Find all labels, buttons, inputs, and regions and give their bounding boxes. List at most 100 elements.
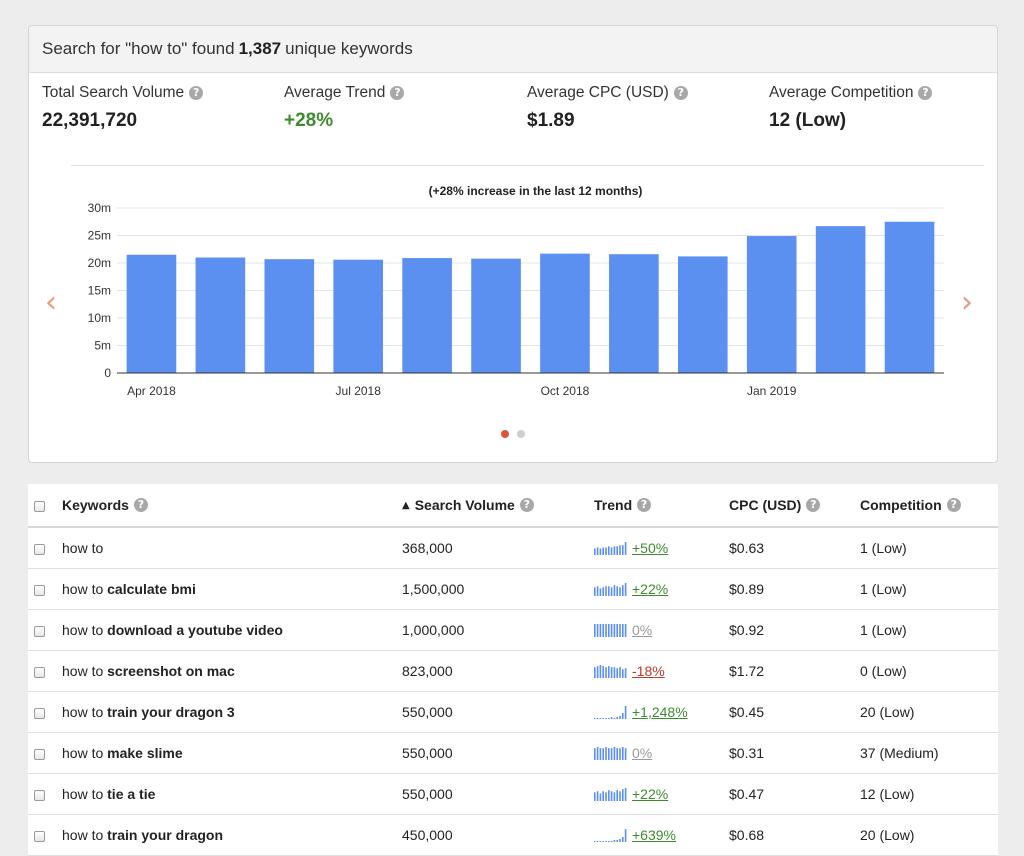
row-checkbox[interactable] — [34, 789, 45, 801]
question-circle-icon[interactable]: ? — [946, 498, 961, 512]
row-checkbox[interactable] — [34, 666, 45, 678]
keyword-cell[interactable]: how to train your dragon — [61, 814, 401, 856]
trend-value-link[interactable]: +639% — [632, 827, 676, 843]
summary-header: Search for "how to" found 1,387 unique k… — [29, 26, 997, 73]
row-checkbox[interactable] — [34, 707, 45, 719]
carousel-dot[interactable] — [517, 430, 525, 438]
keyword-cell[interactable]: how to screenshot on mac — [61, 650, 401, 692]
y-tick-label: 20m — [88, 256, 111, 270]
row-checkbox[interactable] — [34, 543, 45, 555]
sparkline-bar — [616, 624, 618, 637]
trend-value-link[interactable]: +50% — [632, 540, 669, 556]
cpc-cell: $0.89 — [728, 568, 859, 610]
col-header-competition[interactable]: Competition — [860, 497, 942, 513]
sparkline-bar — [602, 587, 604, 596]
question-circle-icon[interactable]: ? — [390, 86, 405, 100]
col-header-trend[interactable]: Trend — [594, 497, 633, 513]
col-header-cpc[interactable]: CPC (USD) — [729, 497, 802, 513]
keyword-cell[interactable]: how to calculate bmi — [61, 568, 401, 610]
sparkline-bar — [610, 587, 613, 596]
sparkline-bar — [594, 587, 596, 596]
table-row: how to tie a tie 550,000 +22% $0.47 12 (Low) — [28, 773, 998, 815]
question-circle-icon[interactable]: ? — [806, 498, 821, 512]
trend-value-link[interactable]: +22% — [632, 581, 669, 597]
keywords-table: Keywords? ▲ Search Volume? Trend? CPC (US… — [28, 484, 998, 856]
table-row: how to download a youtube video 1,000,000… — [28, 609, 998, 651]
select-all-checkbox[interactable] — [34, 500, 45, 512]
sparkline-bar — [610, 791, 613, 801]
col-header-keywords[interactable]: Keywords — [62, 497, 129, 513]
chart-title: (+28% increase in the last 12 months) — [429, 184, 643, 198]
question-circle-icon[interactable]: ? — [519, 498, 534, 512]
competition-cell: 1 (Low) — [859, 527, 998, 569]
question-circle-icon[interactable]: ? — [918, 86, 933, 100]
keyword-cell[interactable]: how to make slime — [61, 732, 401, 774]
row-checkbox[interactable] — [34, 625, 45, 637]
volume-cell: 1,500,000 — [401, 568, 593, 610]
row-checkbox[interactable] — [34, 830, 45, 842]
keyword-prefix: how to — [62, 581, 104, 597]
cpc-cell: $0.63 — [728, 527, 859, 569]
y-tick-label: 25m — [88, 229, 111, 243]
keyword-cell[interactable]: how to — [61, 527, 401, 569]
sparkline-bar — [605, 667, 607, 678]
stat-label: Average CPC (USD) — [527, 84, 669, 101]
sparkline-bar — [599, 793, 602, 801]
row-checkbox[interactable] — [34, 584, 45, 596]
col-header-search-volume[interactable]: Search Volume — [414, 497, 515, 513]
sparkline-bar — [613, 718, 616, 719]
keyword-term: train your dragon 3 — [107, 704, 235, 720]
sparkline-bar — [605, 841, 607, 842]
trend-value-link[interactable]: 0% — [632, 745, 653, 761]
sparkline-bar — [610, 841, 613, 842]
trend-sparkline — [594, 624, 627, 637]
sparkline-bar — [605, 718, 607, 719]
keyword-cell[interactable]: how to download a youtube video — [61, 609, 401, 651]
question-circle-icon[interactable]: ? — [189, 86, 204, 100]
trend-sparkline — [594, 788, 627, 801]
volume-cell: 550,000 — [401, 773, 593, 815]
trend-value-link[interactable]: 0% — [632, 622, 653, 638]
sparkline-bar — [594, 841, 596, 842]
question-circle-icon[interactable]: ? — [673, 86, 688, 100]
keyword-cell[interactable]: how to train your dragon 3 — [61, 691, 401, 733]
sparkline-bar — [608, 790, 610, 801]
chevron-right-icon[interactable]: › — [961, 285, 973, 320]
volume-cell: 550,000 — [401, 732, 593, 774]
competition-cell: 0 (Low) — [859, 650, 998, 692]
question-circle-icon[interactable]: ? — [637, 498, 652, 512]
sparkline-bar — [596, 624, 599, 637]
sparkline-bar — [602, 666, 604, 678]
chevron-left-icon[interactable]: ‹ — [45, 285, 57, 320]
keyword-cell[interactable]: how to tie a tie — [61, 773, 401, 815]
chart-bar — [264, 259, 315, 373]
keyword-prefix: how to — [62, 786, 104, 802]
trend-value-link[interactable]: -18% — [632, 663, 665, 679]
sparkline-bar — [616, 586, 618, 596]
sparkline-bar — [594, 718, 596, 719]
carousel-dot-active[interactable] — [501, 430, 509, 438]
stat-average-cpc: Average CPC (USD)? $1.89 — [527, 84, 688, 132]
keyword-count: 1,387 — [238, 39, 282, 58]
sparkline-bar — [605, 747, 607, 760]
sparkline-bar — [608, 546, 610, 555]
row-checkbox[interactable] — [34, 748, 45, 760]
sparkline-bar — [596, 841, 599, 842]
stat-average-trend: Average Trend? +28% — [284, 84, 405, 132]
cpc-cell: $0.92 — [728, 609, 859, 651]
sparkline-bar — [596, 718, 599, 719]
sparkline-bar — [624, 668, 627, 678]
trend-value-link[interactable]: +1,248% — [632, 704, 688, 720]
sparkline-bar — [602, 748, 604, 760]
question-circle-icon[interactable]: ? — [133, 498, 148, 512]
sparkline-bar — [608, 624, 610, 637]
chart-bar — [746, 236, 797, 373]
competition-cell: 20 (Low) — [859, 814, 998, 856]
trend-value-link[interactable]: +22% — [632, 786, 669, 802]
sparkline-bar — [596, 666, 599, 678]
sparkline-bar — [610, 717, 613, 719]
sparkline-bar — [596, 747, 599, 760]
sparkline-bar — [594, 792, 596, 801]
trend-sparkline — [594, 747, 627, 760]
competition-cell: 37 (Medium) — [859, 732, 998, 774]
